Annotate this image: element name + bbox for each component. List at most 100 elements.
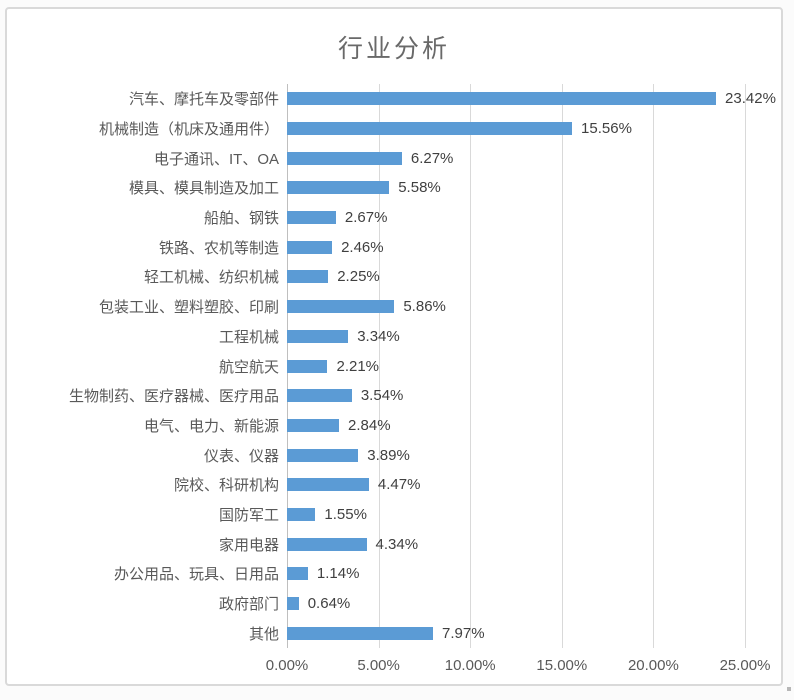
category-label: 其他 xyxy=(248,625,279,643)
bar xyxy=(287,122,573,136)
bar-area: 3.54% xyxy=(287,381,775,411)
category-label: 电气、电力、新能源 xyxy=(143,417,279,435)
category-label: 院校、科研机构 xyxy=(173,477,279,495)
bar-area: 2.25% xyxy=(287,262,775,292)
bar-area: 4.34% xyxy=(287,529,775,559)
chart-row: 模具、模具制造及加工 5.58% xyxy=(15,173,775,203)
chart-row: 航空航天 2.21% xyxy=(15,351,775,381)
category-label: 机械制造（机床及通用件） xyxy=(98,121,279,139)
bar xyxy=(287,537,367,551)
category-label: 办公用品、玩具、日用品 xyxy=(113,566,279,584)
bar-area: 1.14% xyxy=(287,559,775,589)
value-label: 1.55% xyxy=(324,505,367,523)
bar xyxy=(287,448,359,462)
gridline xyxy=(653,84,655,648)
chart-row: 轻工机械、纺织机械 2.25% xyxy=(15,262,775,292)
chart-row: 船舶、钢铁 2.67% xyxy=(15,203,775,233)
category-label: 包装工业、塑料塑胶、印刷 xyxy=(98,299,279,317)
value-label: 6.27% xyxy=(410,149,454,167)
category-label: 船舶、钢铁 xyxy=(203,210,279,228)
chart-row: 机械制造（机床及通用件） 15.56% xyxy=(15,114,775,144)
category-label: 铁路、农机等制造 xyxy=(158,239,279,257)
chart-row: 汽车、摩托车及零部件 23.42% xyxy=(15,84,776,114)
chart-row: 政府部门 0.64% xyxy=(15,589,775,619)
bar-area: 3.34% xyxy=(287,322,775,352)
bar xyxy=(287,181,390,195)
chart-row: 仪表、仪器 3.89% xyxy=(15,440,775,470)
x-tick-label: 0.00% xyxy=(265,657,309,674)
x-tick-label: 25.00% xyxy=(719,657,771,674)
category-label: 工程机械 xyxy=(218,328,279,346)
value-label: 4.34% xyxy=(375,535,419,553)
value-label: 2.25% xyxy=(337,268,380,286)
bar-area: 2.46% xyxy=(287,232,775,262)
bar-rows: 汽车、摩托车及零部件 23.42% 机械制造（机床及通用件） 15.56% 电子通讯、I… xyxy=(15,84,776,648)
bar-area: 5.58% xyxy=(287,173,775,203)
chart-row: 电气、电力、新能源 2.84% xyxy=(15,411,775,441)
category-label: 生物制药、医疗器械、医疗用品 xyxy=(68,388,279,406)
x-tick-label: 5.00% xyxy=(357,657,400,674)
value-label: 15.56% xyxy=(581,120,632,138)
value-label: 5.86% xyxy=(403,298,446,316)
bar-area: 0.64% xyxy=(287,589,775,619)
chart-row: 包装工业、塑料塑胶、印刷 5.86% xyxy=(15,292,775,322)
value-label: 7.97% xyxy=(442,624,485,642)
bar xyxy=(287,478,369,492)
bar-area: 23.42% xyxy=(287,84,776,114)
x-tick-label: 15.00% xyxy=(536,657,588,674)
value-label: 3.34% xyxy=(357,327,400,345)
category-label: 轻工机械、纺织机械 xyxy=(143,269,279,287)
chart-row: 家用电器 4.34% xyxy=(15,529,775,559)
category-label: 电子通讯、IT、OA xyxy=(153,150,279,168)
bar-area: 5.86% xyxy=(287,292,775,322)
value-label: 0.64% xyxy=(307,595,351,613)
value-label: 2.84% xyxy=(348,416,391,434)
gridline xyxy=(745,84,746,648)
value-label: 2.21% xyxy=(336,357,380,375)
bar xyxy=(287,359,328,373)
x-tick-label: 10.00% xyxy=(444,657,496,674)
chart-row: 电子通讯、IT、OA 6.27% xyxy=(15,143,775,173)
chart-row: 国防军工 1.55% xyxy=(15,500,775,530)
bar xyxy=(287,211,336,225)
chart-container: 行业分析 汽车、摩托车及零部件 23.42% 机械制造（机床及通用件） 15.56% 电… xyxy=(5,7,783,686)
bar xyxy=(287,567,308,581)
bar xyxy=(287,92,717,106)
bar xyxy=(287,240,333,254)
value-label: 2.67% xyxy=(344,209,388,227)
category-label: 家用电器 xyxy=(218,536,279,554)
bar-area: 3.89% xyxy=(287,440,775,470)
gridline xyxy=(561,84,563,648)
bar-area: 2.67% xyxy=(287,203,775,233)
bar xyxy=(287,389,352,403)
bar-area: 4.47% xyxy=(287,470,775,500)
bar-area: 2.84% xyxy=(287,411,775,441)
chart-row: 办公用品、玩具、日用品 1.14% xyxy=(15,559,775,589)
bar xyxy=(287,597,299,611)
category-label: 国防军工 xyxy=(218,506,279,524)
chart-row: 工程机械 3.34% xyxy=(15,322,775,352)
gridline xyxy=(470,84,472,648)
value-label: 3.89% xyxy=(367,446,410,464)
x-tick-label: 20.00% xyxy=(627,657,679,674)
value-label: 2.46% xyxy=(341,238,384,256)
value-label: 4.47% xyxy=(377,476,421,494)
category-label: 仪表、仪器 xyxy=(203,447,279,465)
bar xyxy=(287,270,329,284)
value-label: 5.58% xyxy=(398,179,441,197)
category-label: 汽车、摩托车及零部件 xyxy=(128,91,279,109)
x-axis: 0.00% 5.00% 10.00% 15.00% 20.00% 25.00% xyxy=(7,657,781,679)
gridline xyxy=(378,84,380,648)
bar-area: 15.56% xyxy=(287,114,775,144)
bar-area: 2.21% xyxy=(287,351,775,381)
bar-area: 1.55% xyxy=(287,500,775,530)
screen-artifact xyxy=(787,687,791,691)
bar xyxy=(287,626,433,640)
chart-row: 生物制药、医疗器械、医疗用品 3.54% xyxy=(15,381,775,411)
bar xyxy=(287,151,402,165)
bar-area: 7.97% xyxy=(287,618,775,648)
category-label: 航空航天 xyxy=(218,358,279,376)
category-label: 模具、模具制造及加工 xyxy=(128,180,279,198)
chart-title: 行业分析 xyxy=(337,35,450,63)
bar xyxy=(287,329,349,343)
